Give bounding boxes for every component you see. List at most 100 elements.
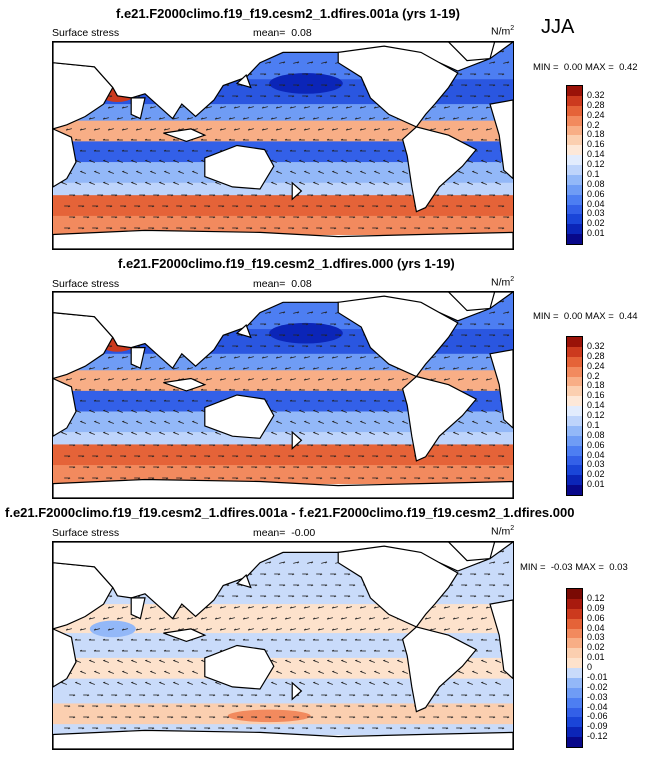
wind-arrowhead [390, 477, 393, 480]
wind-arrow [173, 660, 179, 663]
wind-arrow [89, 117, 95, 120]
wind-arrow [293, 311, 299, 314]
wind-arrow [383, 660, 389, 663]
land-nz [291, 181, 303, 201]
wind-arrow [304, 378, 310, 381]
wind-arrowhead [264, 345, 267, 348]
wind-arrow [248, 628, 254, 631]
wind-arrowhead [474, 727, 477, 730]
wind-arrowhead [381, 216, 384, 219]
wind-arrowhead [460, 573, 463, 576]
wind-arrow [75, 432, 81, 435]
wind-arrow [178, 171, 184, 174]
wind-arrowhead [233, 378, 236, 381]
wind-arrowhead [149, 399, 152, 402]
wind-arrow [341, 682, 347, 685]
wind-arrowhead [233, 606, 236, 609]
wind-arrowhead [373, 356, 376, 359]
wind-arrowhead [110, 227, 113, 230]
wind-arrow [136, 378, 142, 381]
wind-arrowhead [180, 727, 183, 730]
panel-1-variable: Surface stress [52, 27, 120, 39]
wind-arrow [402, 421, 408, 424]
wind-arrowhead [502, 595, 505, 598]
wind-arrow [453, 182, 459, 185]
wind-arrowhead [409, 444, 412, 447]
wind-arrowhead [213, 716, 216, 719]
wind-arrow [145, 160, 151, 163]
wind-arrowhead [479, 194, 482, 197]
wind-arrow [472, 378, 478, 381]
wind-arrow [425, 117, 431, 120]
stress-band [53, 432, 513, 445]
wind-arrow [145, 410, 151, 413]
wind-arrowhead [152, 205, 155, 208]
wind-arrow [388, 421, 394, 424]
wind-arrow [122, 606, 128, 609]
wind-arrowhead [362, 345, 365, 348]
wind-arrow [279, 311, 285, 314]
wind-arrowhead [177, 628, 180, 631]
wind-arrow [150, 378, 156, 381]
stress-band [53, 390, 513, 412]
wind-arrowhead [457, 106, 460, 109]
colorbar-box [567, 658, 582, 668]
wind-arrow [94, 421, 100, 424]
colorbar-tick-label: 0.2 [587, 119, 600, 130]
wind-arrow [117, 410, 123, 413]
wind-arrow [108, 421, 114, 424]
wind-arrowhead [381, 694, 384, 697]
colorbar-tick-label: -0.04 [587, 701, 608, 712]
wind-arrow [383, 117, 389, 120]
wind-arrowhead [213, 444, 216, 447]
wind-arrowhead [88, 388, 91, 391]
wind-arrowhead [311, 584, 314, 587]
colorbar-box [567, 435, 582, 446]
colorbar-box [567, 707, 582, 718]
wind-arrowhead [222, 727, 225, 730]
wind-arrowhead [284, 617, 287, 620]
wind-arrow [215, 432, 221, 435]
wind-arrow [369, 617, 375, 620]
wind-arrowhead [107, 606, 110, 609]
wind-arrow [402, 671, 408, 674]
wind-arrowhead [163, 628, 166, 631]
wind-arrowhead [488, 455, 491, 458]
wind-arrowhead [121, 106, 124, 109]
wind-arrowhead [317, 628, 320, 631]
wind-arrow [206, 106, 212, 109]
wind-arrowhead [241, 466, 244, 469]
wind-arrowhead [264, 73, 267, 76]
land-africaS [53, 628, 77, 688]
wind-arrow [332, 671, 338, 674]
wind-arrowhead [480, 138, 483, 141]
wind-arrow [136, 671, 142, 674]
wind-arrow [136, 128, 142, 131]
wind-arrowhead [255, 334, 258, 337]
wind-arrow [248, 356, 254, 359]
wind-arrow [481, 182, 487, 185]
wind-arrowhead [107, 399, 110, 402]
wind-arrow [472, 606, 478, 609]
wind-arrow [122, 671, 128, 674]
wind-arrowhead [250, 323, 253, 326]
wind-arrowhead [124, 727, 127, 730]
wind-arrow [117, 160, 123, 163]
low-stress-patch [269, 322, 343, 344]
wind-arrow [279, 561, 285, 564]
wind-arrow [383, 182, 389, 185]
wind-arrowhead [311, 334, 314, 337]
wind-arrow [257, 617, 263, 620]
wind-arrowhead [269, 694, 272, 697]
wind-arrowhead [306, 95, 309, 98]
wind-arrow [108, 628, 114, 631]
wind-arrow [299, 117, 305, 120]
colorbar-box [567, 214, 582, 225]
wind-arrowhead [228, 138, 231, 141]
wind-arrow [220, 106, 226, 109]
wind-arrowhead [96, 727, 99, 730]
wind-arrowhead [74, 638, 77, 641]
wind-arrow [271, 160, 277, 163]
wind-arrowhead [135, 128, 138, 131]
wind-arrowhead [68, 477, 71, 480]
